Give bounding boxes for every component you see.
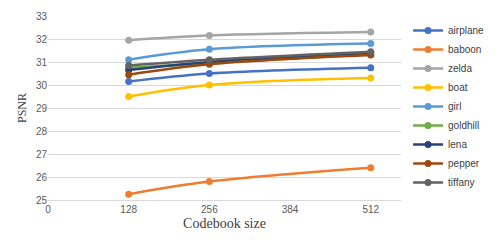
svg-text:256: 256 — [201, 204, 218, 215]
svg-text:girl: girl — [448, 101, 461, 112]
svg-text:goldhill: goldhill — [448, 120, 479, 131]
svg-text:30: 30 — [36, 80, 48, 91]
svg-text:26: 26 — [36, 172, 48, 183]
svg-text:28: 28 — [36, 126, 48, 137]
svg-text:0: 0 — [45, 204, 51, 215]
svg-text:32: 32 — [36, 34, 48, 45]
svg-text:512: 512 — [362, 204, 379, 215]
svg-text:29: 29 — [36, 103, 48, 114]
svg-text:pepper: pepper — [448, 158, 480, 169]
svg-text:128: 128 — [120, 204, 137, 215]
svg-text:PSNR: PSNR — [15, 93, 29, 123]
svg-text:zelda: zelda — [448, 63, 472, 74]
svg-text:27: 27 — [36, 149, 48, 160]
svg-text:25: 25 — [36, 195, 48, 206]
svg-text:384: 384 — [282, 204, 299, 215]
svg-text:lena: lena — [448, 139, 467, 150]
svg-text:boat: boat — [448, 82, 468, 93]
svg-text:airplane: airplane — [448, 25, 484, 36]
svg-text:tiffany: tiffany — [448, 177, 475, 188]
svg-text:31: 31 — [36, 57, 48, 68]
svg-text:Codebook size: Codebook size — [183, 216, 266, 231]
svg-text:baboon: baboon — [448, 44, 481, 55]
svg-text:33: 33 — [36, 11, 48, 22]
